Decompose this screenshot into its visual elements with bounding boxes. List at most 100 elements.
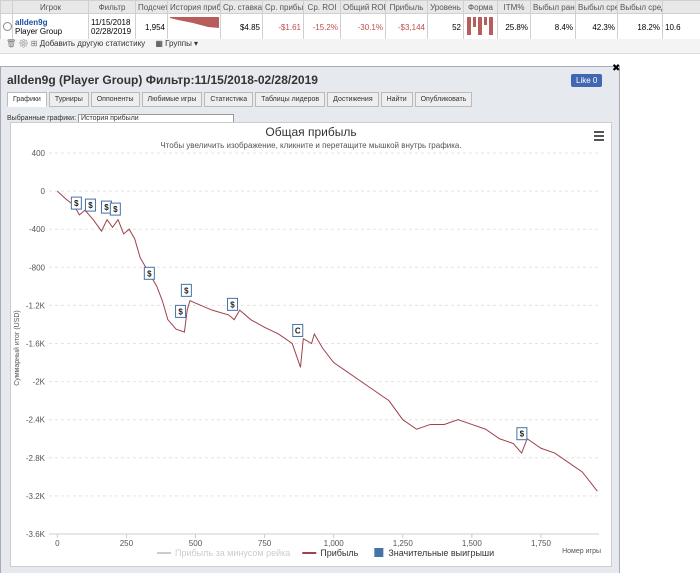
flag-label: $ xyxy=(74,199,79,208)
flag-label: $ xyxy=(104,203,109,212)
last: 10.6 xyxy=(662,13,700,41)
tab[interactable]: Таблицы лидеров xyxy=(255,92,326,107)
col-header: Общий ROI xyxy=(340,0,386,14)
flag-label: $ xyxy=(178,307,183,316)
flag xyxy=(70,196,82,210)
profit-line xyxy=(56,190,598,492)
count: 1,954 xyxy=(135,13,168,41)
toolbar: 🗑 ⚙ ⊞ Добавить другую статистику ▦ Групп… xyxy=(0,39,700,54)
chart: Общая прибыль Чтобы увеличить изображени… xyxy=(10,122,612,567)
x-tick-label: 1,250 xyxy=(393,539,414,548)
summary-table: Игрок Фильтр Подсчет История приб Ср. ст… xyxy=(0,0,700,41)
like: Like xyxy=(576,76,591,85)
col-header: Выбыл сред xyxy=(617,0,663,14)
group: Player Group xyxy=(15,27,63,36)
flag-label: $ xyxy=(147,269,152,278)
y-tick-label: -800 xyxy=(29,263,46,272)
col-header: Выбыл сре, xyxy=(575,0,618,14)
avg-profit: -$1.61 xyxy=(262,13,304,41)
menu-icon[interactable] xyxy=(594,131,604,141)
tabs: Графики Турниры Оппоненты Любимые игры С… xyxy=(7,92,473,107)
like-button[interactable]: Like 0 xyxy=(571,74,603,87)
legend-label: Значительные выигрыши xyxy=(388,548,494,558)
flag-label: $ xyxy=(184,286,189,295)
x-axis-label: Номер игры xyxy=(562,548,601,555)
col-header: Ср. прибы xyxy=(262,0,304,14)
add-stat[interactable]: Добавить другую статистику xyxy=(39,39,146,48)
y-tick-label: -400 xyxy=(29,225,46,234)
itm: 25.8% xyxy=(497,13,531,41)
flag xyxy=(143,266,155,280)
col-header: Ср. ROI xyxy=(303,0,341,14)
legend-item: Значительные выигрыши xyxy=(374,548,494,558)
y-tick-label: -2.8K xyxy=(26,454,46,463)
y-tick-label: -1.2K xyxy=(26,301,46,310)
flag xyxy=(180,283,192,297)
col-header: Уровень xyxy=(427,0,464,14)
col-header: История приб xyxy=(167,0,221,14)
legend-item: Прибыль xyxy=(302,548,359,558)
flag xyxy=(292,323,304,337)
col-header: Ср. ставка xyxy=(220,0,263,14)
data-row[interactable]: allden9g Player Group 11/15/2018 02/28/201… xyxy=(0,13,700,41)
chart-title: Общая прибыль xyxy=(265,125,356,139)
filter-to: 02/28/2019 xyxy=(91,27,132,36)
x-tick-label: 500 xyxy=(189,539,203,548)
y-tick-label: 400 xyxy=(32,149,46,158)
col-header: Фильтр xyxy=(88,0,136,14)
y-tick-label: -3.2K xyxy=(26,492,46,501)
y-tick-label: -3.6K xyxy=(26,530,46,539)
x-tick-label: 250 xyxy=(120,539,134,548)
player-link[interactable]: allden9g xyxy=(15,18,48,27)
x-tick-label: 1,500 xyxy=(462,539,483,548)
tab[interactable]: Достижения xyxy=(327,92,379,107)
tab[interactable]: Оппоненты xyxy=(90,92,140,107)
avg-stake: $4.85 xyxy=(220,13,263,41)
tab[interactable]: Статистика xyxy=(204,92,254,107)
total-roi: -30.1% xyxy=(340,13,386,41)
window-title: allden9g (Player Group) Фильтр:11/15/201… xyxy=(7,73,318,87)
flag-label: $ xyxy=(230,300,235,309)
x-tick-label: 750 xyxy=(258,539,272,548)
tab[interactable]: Турниры xyxy=(48,92,89,107)
flag xyxy=(227,297,239,311)
header-row: Игрок Фильтр Подсчет История приб Ср. ст… xyxy=(0,0,700,14)
x-tick-label: 0 xyxy=(55,539,60,548)
col-header: Подсчет xyxy=(135,0,168,14)
y-tick-label: -2.4K xyxy=(26,416,46,425)
legend-swatch xyxy=(374,548,384,557)
y-tick-label: -1.6K xyxy=(26,340,46,349)
y-tick-label: -2K xyxy=(33,378,46,387)
legend-label: Прибыль xyxy=(320,548,358,558)
legend-item: Прибыль за минусом рейка xyxy=(157,548,290,558)
col-header: Игрок xyxy=(12,0,89,14)
tab[interactable]: Любимые игры xyxy=(141,92,203,107)
filter-from: 11/15/2018 xyxy=(91,18,131,27)
col-header: ITM% xyxy=(497,0,531,14)
y-axis-label: Суммарный итог (USD) xyxy=(13,310,21,386)
x-tick-label: 1,000 xyxy=(324,539,345,548)
y-tick-label: 0 xyxy=(41,187,46,196)
flag xyxy=(516,427,528,441)
select-label: Выбранные графики: xyxy=(7,115,77,122)
flag xyxy=(175,304,187,318)
avg-roi: -15.2% xyxy=(303,13,341,41)
chart-subtitle: Чтобы увеличить изображение, кликните и … xyxy=(160,141,461,150)
tab[interactable]: Графики xyxy=(7,92,47,107)
mid1: 42.3% xyxy=(575,13,618,41)
flag xyxy=(109,202,121,216)
flag-label: $ xyxy=(88,201,93,210)
tab[interactable]: Опубликовать xyxy=(414,92,473,107)
form-bars xyxy=(467,17,493,35)
like-count: 0 xyxy=(592,76,598,85)
tab[interactable]: Найти xyxy=(380,92,413,107)
sparkline xyxy=(170,17,219,28)
flag-label: $ xyxy=(113,205,118,214)
level: 52 xyxy=(427,13,464,41)
groups[interactable]: Группы xyxy=(165,39,192,48)
profit: -$3,144 xyxy=(385,13,428,41)
checkbox[interactable] xyxy=(3,21,12,31)
col-header: Выбыл ранс xyxy=(530,0,576,14)
legend-label: Прибыль за минусом рейка xyxy=(175,548,290,558)
